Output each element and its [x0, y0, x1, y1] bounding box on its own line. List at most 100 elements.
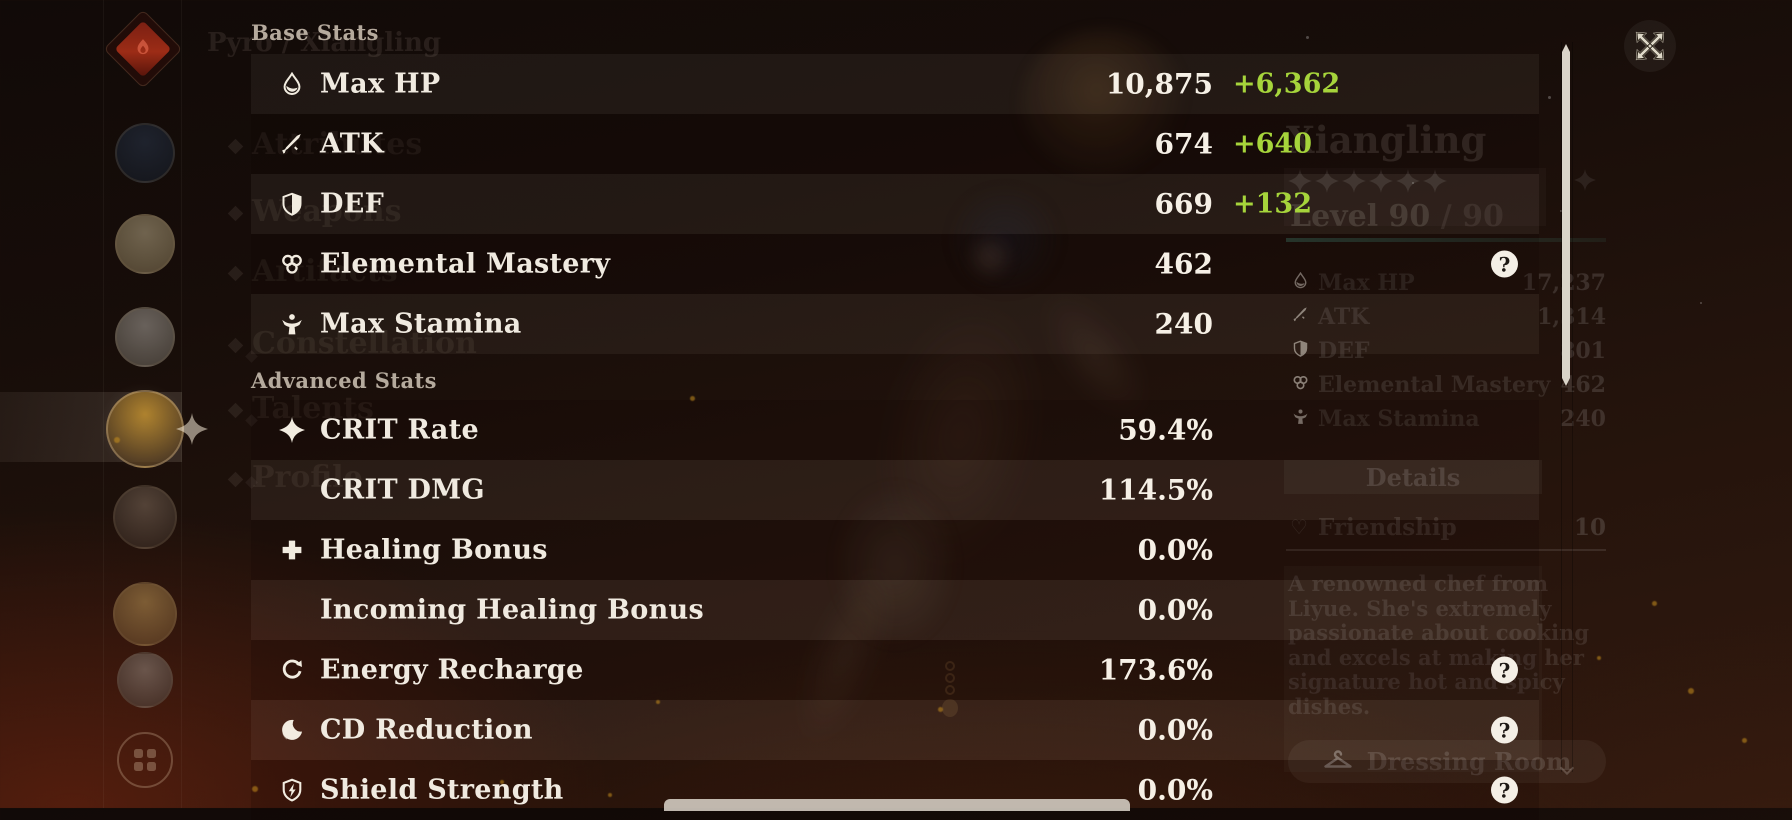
stat-row: Healing Bonus 0.0%: [251, 520, 1539, 580]
help-question-icon[interactable]: ?: [1491, 656, 1518, 684]
star-icon: [1288, 169, 1312, 197]
stat-row: CD Reduction 0.0%?: [251, 700, 1539, 760]
star-particle: [1412, 182, 1414, 184]
stat-label: ATK: [320, 128, 384, 160]
background-sparkle: [1574, 169, 1596, 195]
stat-value: 240: [1154, 307, 1213, 341]
level-underline: [1286, 238, 1606, 242]
card-divider: [1286, 549, 1606, 551]
star-particle: [1700, 302, 1702, 304]
background-art-chain: [940, 660, 964, 724]
stat-label: Healing Bonus: [320, 534, 548, 566]
stat-row: DEF 669 +132: [251, 174, 1539, 234]
stat-value: 669: [1154, 187, 1213, 221]
bottom-scroll-handle[interactable]: [664, 799, 1130, 811]
close-button[interactable]: [1624, 20, 1676, 72]
menu-item-attributes[interactable]: Attributes: [252, 127, 423, 162]
stat-label: Incoming Healing Bonus: [320, 594, 704, 626]
character-name: Xiangling: [1286, 118, 1487, 162]
friendship-heart-icon: ♡: [1290, 515, 1308, 539]
stat-label: CRIT Rate: [320, 414, 479, 446]
elemental-mastery-icon: [277, 249, 307, 279]
pyro-element-icon: [103, 9, 183, 89]
character-description: A renowned chef from Liyue. She's extrem…: [1288, 571, 1590, 719]
stat-label: DEF: [320, 188, 385, 220]
menu-item-artifacts[interactable]: Artifacts: [252, 254, 398, 289]
background-art-skirt: [830, 480, 960, 650]
star-icon: [1369, 169, 1393, 197]
stat-label: Shield Strength: [320, 774, 564, 806]
ember-particle: [690, 396, 695, 401]
def-shield-icon: [277, 189, 307, 219]
atk-sword-icon: [1292, 306, 1309, 327]
ember-particle: [938, 707, 943, 712]
star-icon: [1423, 169, 1447, 197]
background-art-face: [965, 235, 1015, 279]
scrollbar-thumb[interactable]: [1562, 44, 1570, 386]
menu-bullet-icon: [227, 402, 244, 419]
selected-avatar-sparkle-icon: [176, 413, 208, 449]
ember-particle: [1688, 688, 1694, 694]
breadcrumb: Pyro / Xiangling: [207, 28, 442, 58]
help-question-icon[interactable]: ?: [1491, 716, 1518, 744]
ember-particle: [1652, 601, 1657, 606]
stat-value: 0.0%: [1137, 533, 1213, 567]
background-art-hair: [945, 190, 1065, 290]
character-avatar[interactable]: [113, 485, 177, 549]
stat-label: Max Stamina: [320, 308, 522, 340]
menu-item-profile[interactable]: Profile: [252, 460, 363, 495]
section-title: Advanced Stats: [251, 368, 437, 393]
details-header: Details: [1284, 460, 1542, 494]
party-menu-button[interactable]: [117, 732, 173, 788]
ember-particle: [500, 780, 504, 784]
background-art-guoba: [1020, 30, 1190, 180]
stat-row: Max HP 10,875 +6,362: [251, 54, 1539, 114]
healing-icon: [277, 535, 307, 565]
energy-recharge-icon: [277, 655, 307, 685]
menu-item-talents[interactable]: Talents: [252, 391, 374, 426]
stat-label: Max HP: [320, 68, 441, 100]
stat-bonus-value: +132: [1233, 188, 1312, 220]
dressing-room-button[interactable]: Dressing Room: [1288, 740, 1606, 783]
stat-bonus-value: +6,362: [1233, 68, 1341, 100]
scrollbar-track[interactable]: [1561, 42, 1573, 772]
ember-particle: [608, 793, 612, 797]
shield-strength-icon: [277, 775, 307, 805]
stat-value: 674: [1154, 127, 1213, 161]
stat-value: 114.5%: [1098, 473, 1213, 507]
menu-bullet-icon: [227, 138, 244, 155]
menu-bullet-icon: [227, 265, 244, 282]
stat-row: Energy Recharge 173.6%?: [251, 640, 1539, 700]
stat-value: 59.4%: [1118, 413, 1213, 447]
card-stat-row: ATK 1,314: [1286, 302, 1606, 332]
elemental-mastery-icon: [1292, 374, 1309, 395]
character-avatar[interactable]: [117, 652, 173, 708]
stamina-icon: [277, 309, 307, 339]
ember-particle: [1597, 656, 1601, 660]
stat-label: CRIT DMG: [320, 474, 485, 506]
ember-particle: [252, 786, 258, 792]
stat-value: 462: [1154, 247, 1213, 281]
stat-row: Shield Strength 0.0%?: [251, 760, 1539, 820]
card-stat-row: Max Stamina 240: [1286, 404, 1606, 434]
character-avatar-selected[interactable]: [106, 390, 184, 468]
stat-row: Incoming Healing Bonus 0.0%: [251, 580, 1539, 640]
crit-rate-icon: [277, 415, 307, 445]
star-icon: [1396, 169, 1420, 197]
character-avatar[interactable]: [115, 123, 175, 183]
star-icon: [1315, 169, 1339, 197]
stat-value: 0.0%: [1137, 773, 1213, 807]
grid-icon: [134, 749, 156, 771]
help-question-icon[interactable]: ?: [1491, 250, 1518, 278]
help-question-icon[interactable]: ?: [1491, 776, 1518, 804]
menu-item-weapons[interactable]: Weapons: [252, 194, 402, 229]
character-avatar[interactable]: [113, 582, 177, 646]
character-avatar[interactable]: [115, 214, 175, 274]
hp-droplet-icon: [1292, 271, 1309, 293]
ember-particle: [1742, 738, 1747, 743]
menu-bullet-icon: [227, 471, 244, 488]
attributes-panel: Base Stats Max HP 10,875 +6,362 ATK 674 +640 DE…: [251, 0, 1539, 820]
star-icon: [1342, 169, 1366, 197]
character-avatar[interactable]: [115, 307, 175, 367]
star-particle: [1306, 36, 1309, 39]
